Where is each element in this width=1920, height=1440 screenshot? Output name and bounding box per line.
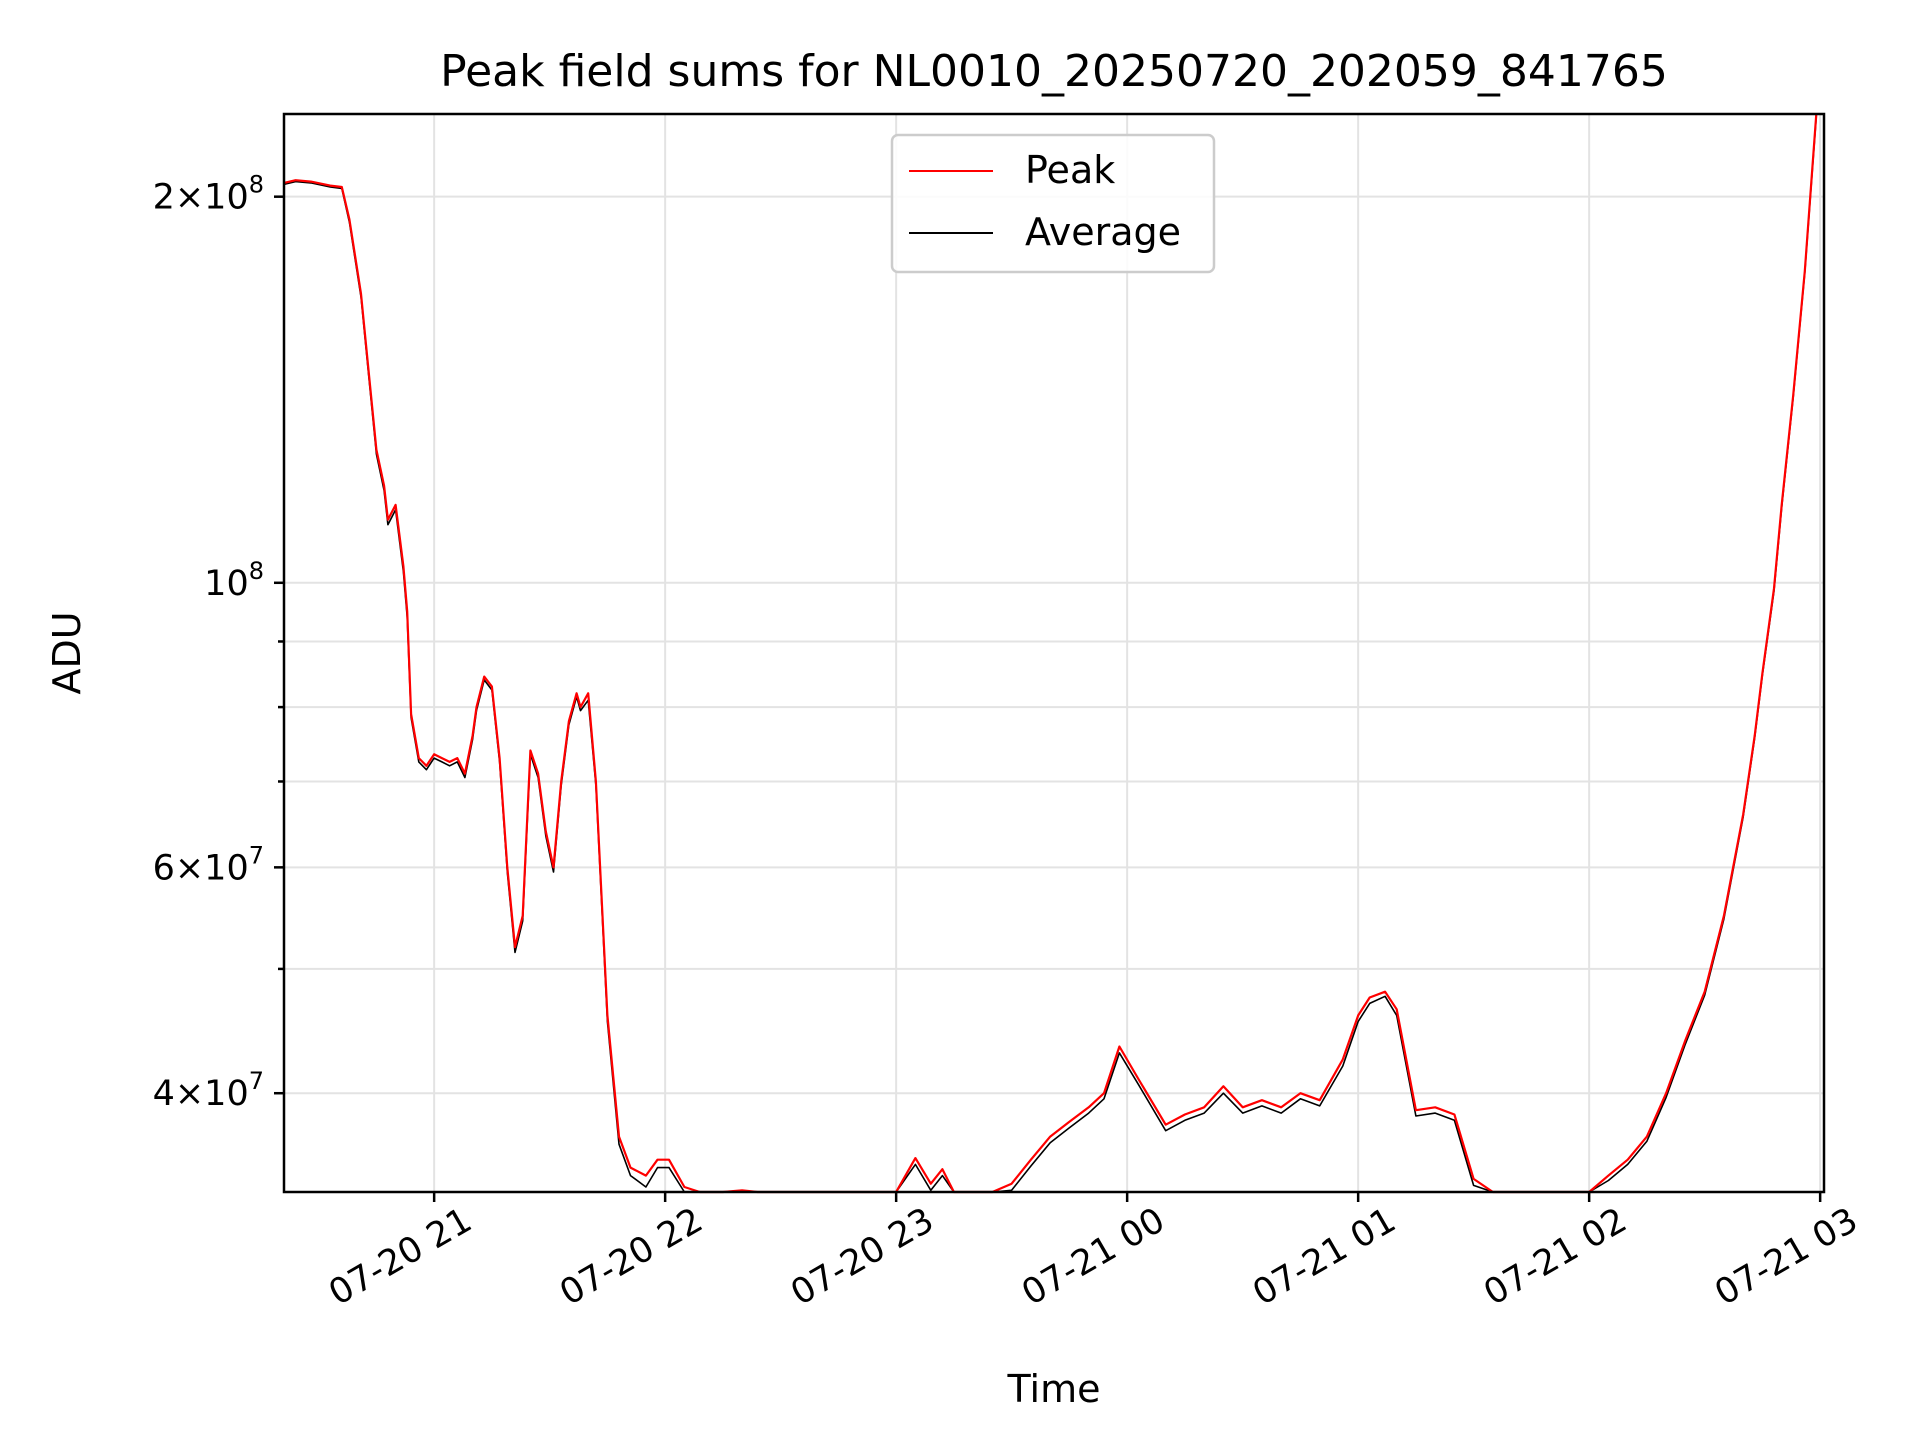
legend-box <box>890 133 1216 274</box>
x-axis-label: Time <box>1007 1367 1101 1411</box>
x-tick-label: 07-20 21 <box>322 1200 478 1313</box>
y-tick-label: 2×108 <box>153 171 264 218</box>
x-tick-label: 07-20 23 <box>784 1200 940 1313</box>
series-layer <box>283 113 1818 1194</box>
y-axis-label: ADU <box>45 611 89 694</box>
y-tick-label: 6×107 <box>153 841 264 888</box>
series-line-average <box>283 116 1818 1193</box>
x-tick-label: 07-21 02 <box>1477 1200 1633 1313</box>
chart-title: Peak field sums for NL0010_20250720_2020… <box>440 46 1668 97</box>
y-tick-label: 108 <box>204 557 264 604</box>
series-line-peak <box>283 113 1818 1194</box>
x-tick-label: 07-21 03 <box>1708 1200 1864 1313</box>
legend: Peak Average <box>890 133 1216 274</box>
tick-layer: 07-20 21 07-20 22 07-20 23 07-21 00 07-21 01… <box>153 171 1865 1314</box>
grid-layer <box>284 114 1824 1192</box>
x-tick-label: 07-21 00 <box>1015 1200 1171 1313</box>
plot-frame <box>282 112 1826 1194</box>
legend-label-peak: Peak <box>1025 148 1115 192</box>
legend-label-average: Average <box>1025 210 1181 254</box>
y-tick-label: 4×107 <box>153 1067 264 1114</box>
x-tick-label: 07-20 22 <box>553 1200 709 1313</box>
x-tick-label: 07-21 01 <box>1246 1200 1402 1313</box>
